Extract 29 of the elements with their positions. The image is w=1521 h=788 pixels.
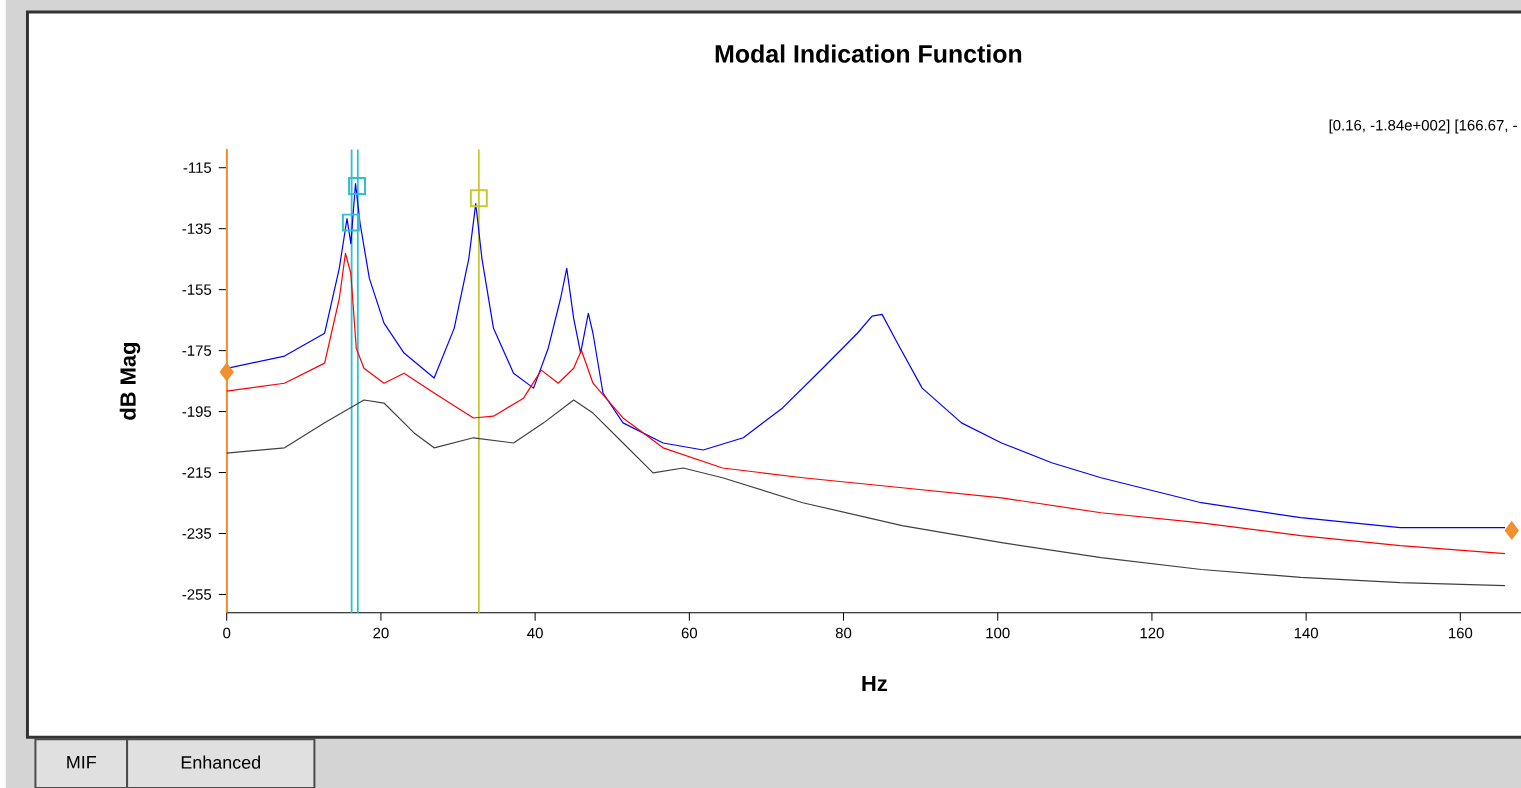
x-tick-label: 20 bbox=[373, 627, 389, 639]
x-tick-label: 0 bbox=[223, 627, 231, 639]
x-axis-title: Hz bbox=[862, 675, 887, 691]
y-tick-label: -235 bbox=[182, 528, 212, 539]
y-tick-label: -175 bbox=[182, 345, 212, 356]
x-tick-label: 120 bbox=[1140, 627, 1164, 639]
y-tick-label: -115 bbox=[183, 162, 212, 173]
y-tick-label: -195 bbox=[182, 406, 212, 417]
y-tick-label: -255 bbox=[182, 589, 212, 600]
x-tick-label: 140 bbox=[1294, 627, 1318, 639]
chart-title: Modal Indication Function bbox=[715, 44, 1022, 63]
y-tick-label: -155 bbox=[182, 284, 212, 295]
point bbox=[469, 189, 488, 208]
y-tick-label: -215 bbox=[182, 467, 212, 478]
text: MIF bbox=[67, 755, 96, 769]
point bbox=[348, 177, 366, 195]
x-tick-label: 160 bbox=[1448, 627, 1473, 639]
x-tick-label: 80 bbox=[835, 627, 852, 639]
y-tick-label: -135 bbox=[182, 223, 212, 234]
x-tick-label: 100 bbox=[986, 627, 1010, 639]
x-tick-label: 60 bbox=[681, 627, 698, 639]
point bbox=[341, 213, 360, 232]
x-tick-label: 40 bbox=[527, 627, 543, 639]
line-series bbox=[226, 252, 1506, 555]
y-axis-title: dB Mag bbox=[119, 342, 141, 420]
text: [0.16, -1.84e+002] [166.67, - bbox=[1329, 119, 1517, 134]
text: Enhanced bbox=[181, 755, 260, 769]
point bbox=[219, 362, 234, 381]
line-series bbox=[226, 399, 1506, 587]
